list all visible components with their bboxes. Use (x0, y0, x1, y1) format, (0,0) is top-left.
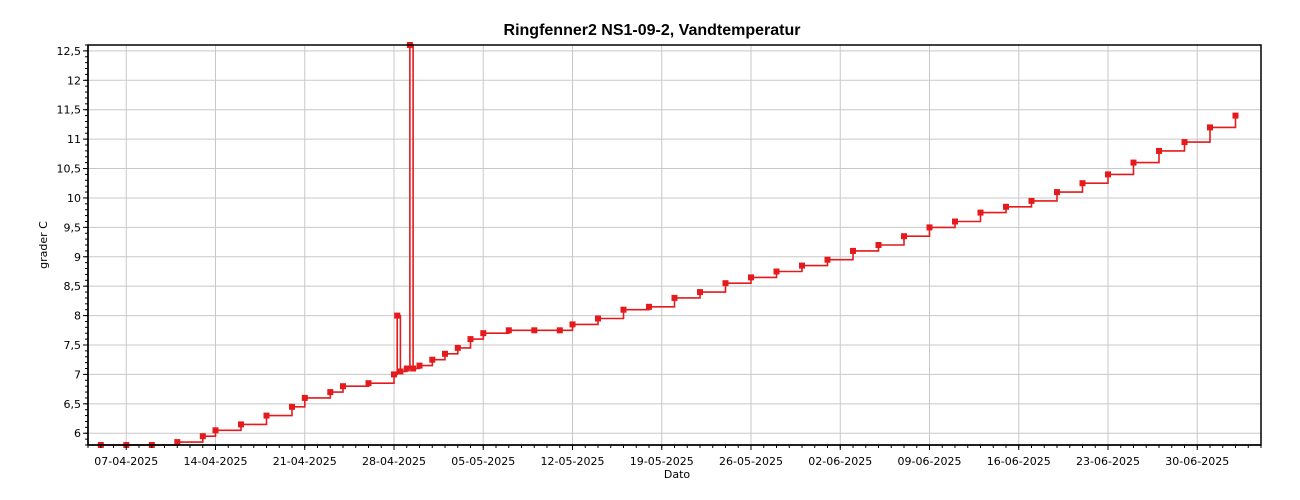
data-point (722, 280, 729, 287)
y-tick-label: 9,5 (64, 221, 82, 234)
y-tick-label: 7,5 (64, 339, 82, 352)
y-tick-label: 11 (67, 133, 81, 146)
y-tick-label: 6,5 (64, 398, 82, 411)
y-tick-label: 10 (67, 192, 81, 205)
data-point (531, 327, 538, 334)
data-point (556, 327, 563, 334)
data-point (1079, 180, 1086, 187)
y-tick-label: 11,5 (57, 104, 82, 117)
data-point (238, 421, 244, 428)
x-tick-label: 23-06-2025 (1076, 455, 1140, 468)
y-axis: 6 6,5 7 7,5 8 8,5 9 9,5 10 10,5 11 11,5 12 12,5 (57, 44, 89, 446)
x-tick-label: 28-04-2025 (362, 455, 426, 468)
data-point (1207, 124, 1213, 131)
data-point (289, 403, 295, 410)
chart-title: Ringfenner2 NS1-09-2, Vandtemperatur (504, 22, 801, 39)
x-tick-label: 07-04-2025 (94, 455, 158, 468)
data-point (429, 356, 436, 363)
data-point (952, 218, 958, 225)
data-point (301, 394, 308, 401)
data-point (671, 294, 678, 301)
data-point (569, 321, 576, 328)
series-line (100, 44, 1237, 446)
data-point (850, 247, 856, 254)
data-point (773, 268, 780, 275)
y-tick-label: 7 (74, 368, 81, 381)
data-point (1232, 112, 1239, 119)
x-tick-label: 12-05-2025 (541, 455, 605, 468)
data-point (199, 433, 206, 440)
data-point (394, 312, 401, 319)
data-point (595, 315, 601, 322)
x-tick-label: 09-06-2025 (898, 455, 962, 468)
data-point (454, 344, 461, 351)
data-point (391, 371, 397, 378)
data-point (620, 306, 627, 313)
data-point (340, 383, 346, 390)
data-point (901, 233, 907, 240)
data-point (263, 412, 270, 419)
data-point (467, 336, 474, 343)
data-point (416, 362, 423, 369)
x-tick-label: 02-06-2025 (808, 455, 872, 468)
data-point (977, 209, 984, 216)
x-tick-label: 16-06-2025 (987, 455, 1051, 468)
data-point (1181, 139, 1188, 146)
y-tick-label: 8,5 (64, 280, 82, 293)
data-point (365, 380, 372, 387)
y-tick-label: 10,5 (57, 163, 82, 176)
data-point (1003, 203, 1009, 210)
data-point (697, 289, 703, 296)
x-tick-label: 14-04-2025 (184, 455, 248, 468)
data-point (875, 242, 882, 248)
data-point (480, 330, 487, 337)
data-point (174, 439, 181, 446)
data-point (397, 368, 404, 375)
series-group (97, 42, 1239, 448)
x-tick-label: 19-05-2025 (630, 455, 694, 468)
data-point (1054, 189, 1060, 196)
data-point (212, 427, 219, 434)
plot-frame (87, 44, 1262, 446)
data-point (1028, 197, 1035, 204)
data-point (748, 274, 754, 281)
x-tick-label: 05-05-2025 (451, 455, 515, 468)
data-point (505, 327, 512, 334)
y-tick-label: 12,5 (57, 45, 82, 58)
data-point (646, 303, 652, 310)
y-tick-label: 9 (74, 251, 81, 264)
data-point (327, 389, 334, 396)
data-point (799, 262, 805, 269)
data-point (403, 365, 410, 372)
x-tick-label: 30-06-2025 (1165, 455, 1229, 468)
grid-lines (88, 45, 1261, 445)
y-axis-label: grader C (37, 221, 50, 269)
x-tick-label: 26-05-2025 (719, 455, 783, 468)
data-point (1130, 159, 1137, 166)
y-tick-label: 8 (74, 310, 81, 323)
data-point (824, 256, 831, 263)
data-point (926, 224, 933, 231)
y-tick-label: 6 (74, 427, 81, 440)
y-tick-label: 12 (67, 74, 81, 87)
data-point (1105, 171, 1111, 178)
x-axis: 07-04-2025 14-04-2025 21-04-2025 28-04-2025… (87, 444, 1262, 468)
data-point (1156, 147, 1162, 154)
data-point (410, 365, 417, 372)
data-point (442, 350, 448, 357)
x-axis-label: Dato (664, 468, 691, 481)
x-tick-label: 21-04-2025 (273, 455, 337, 468)
